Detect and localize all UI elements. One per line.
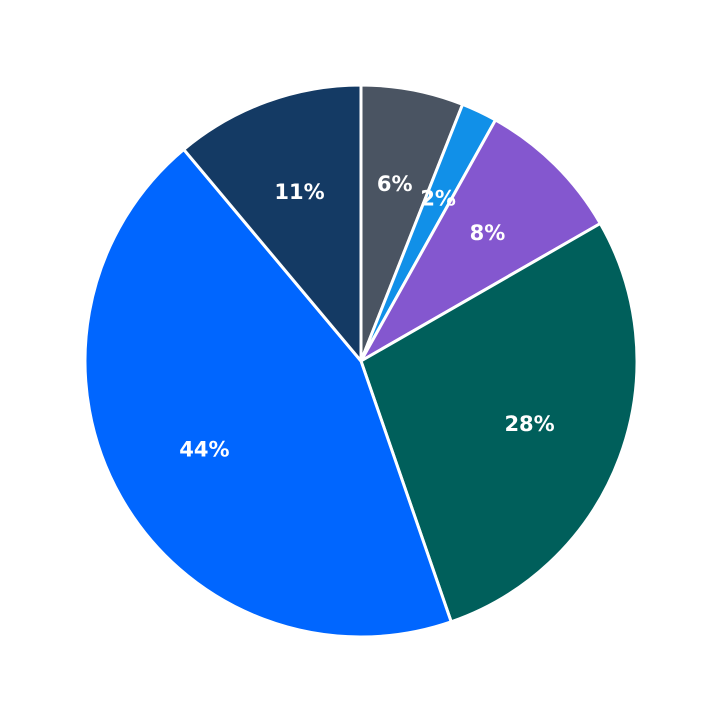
slice-label: 11% (274, 180, 324, 204)
pie-slice (83, 147, 453, 639)
slice-label: 2% (420, 186, 456, 210)
slice-label: 8% (470, 221, 506, 245)
pie-slice (359, 118, 602, 363)
slice-label: 44% (179, 438, 229, 462)
pie-slice (182, 83, 363, 363)
slice-label: 6% (377, 172, 413, 196)
pie-slice (359, 222, 639, 624)
slice-label: 28% (504, 412, 554, 436)
